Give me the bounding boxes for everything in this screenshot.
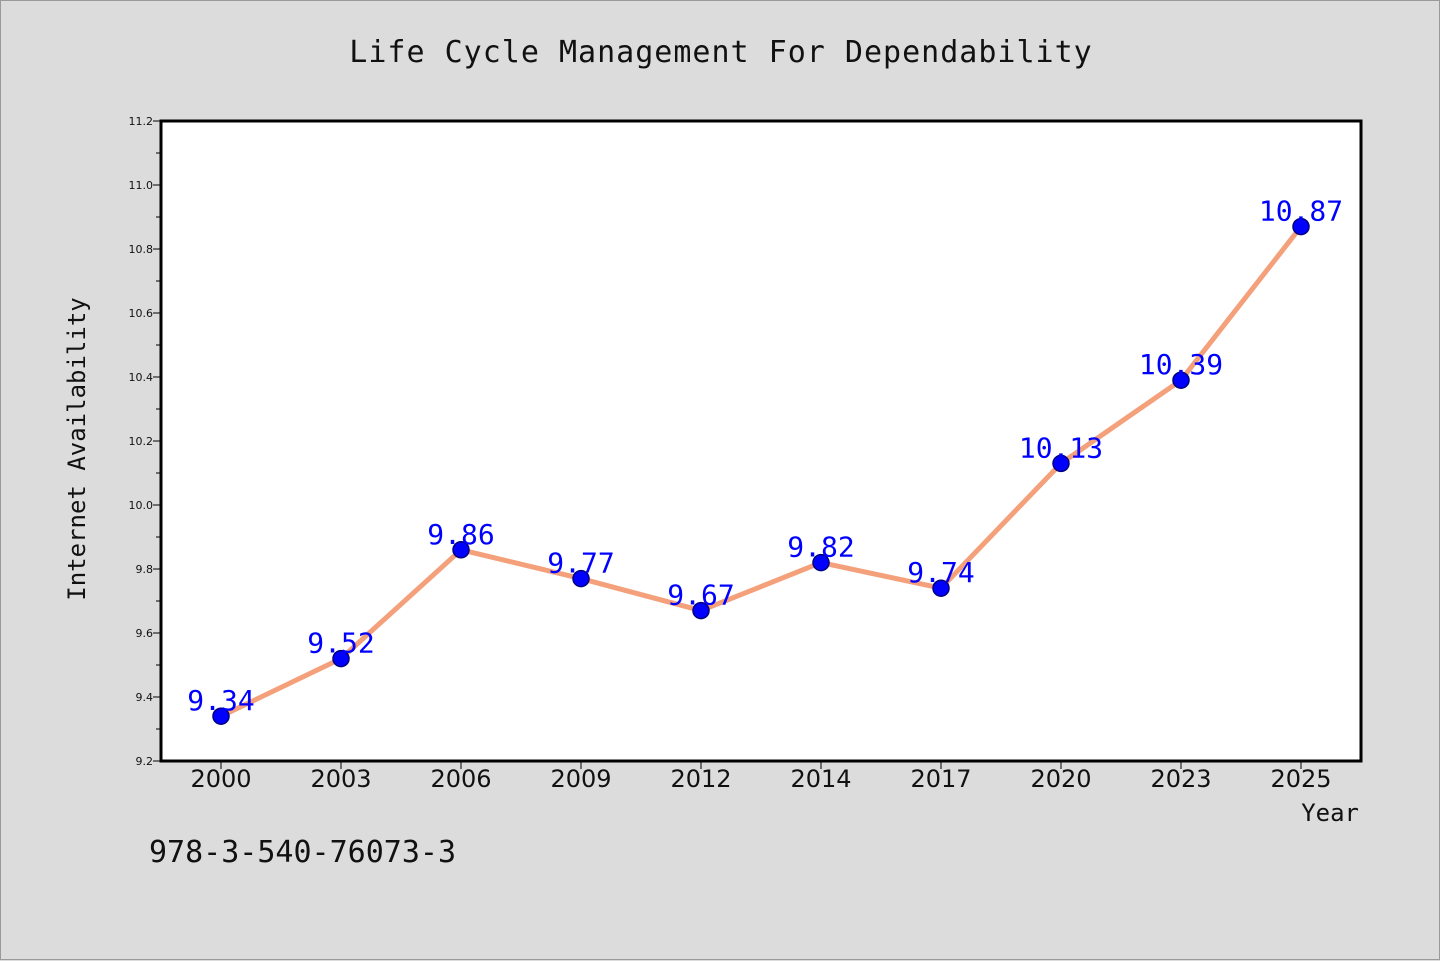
isbn-text: 978-3-540-76073-3 bbox=[149, 835, 457, 870]
y-tick-label: 10.6 bbox=[129, 307, 154, 320]
data-point bbox=[1172, 371, 1190, 389]
data-point bbox=[1292, 217, 1310, 236]
x-tick-label: 2003 bbox=[310, 765, 371, 793]
data-label: 9.34 bbox=[187, 684, 254, 717]
x-tick-label: 2009 bbox=[550, 765, 611, 793]
data-point bbox=[572, 569, 590, 588]
data-label: 9.67 bbox=[667, 579, 734, 612]
y-tick-label: 9.2 bbox=[136, 755, 154, 768]
x-tick-label: 2012 bbox=[670, 765, 731, 793]
chart-title: Life Cycle Management For Dependability bbox=[349, 35, 1093, 70]
x-tick-label: 2014 bbox=[790, 765, 851, 793]
data-point bbox=[212, 707, 230, 725]
y-tick-label: 11.0 bbox=[129, 179, 154, 192]
plot-area bbox=[159, 119, 1363, 763]
x-tick-label: 2000 bbox=[190, 765, 251, 793]
x-axis: 2000 2003 2006 2009 2012 2014 2017 2020 2023 2025 bbox=[190, 761, 1332, 793]
y-axis-label: Internet Availability bbox=[63, 297, 91, 600]
x-tick-label: 2006 bbox=[430, 765, 491, 793]
data-point bbox=[692, 601, 710, 620]
data-point bbox=[452, 541, 470, 559]
x-tick-label: 2017 bbox=[910, 765, 971, 793]
data-label: 9.82 bbox=[787, 531, 854, 564]
x-tick-label: 2025 bbox=[1270, 765, 1331, 793]
data-label: 9.74 bbox=[907, 556, 974, 589]
data-label: 9.86 bbox=[427, 518, 494, 551]
y-tick-label: 11.2 bbox=[129, 115, 154, 128]
data-point bbox=[1052, 454, 1070, 473]
x-tick-label: 2023 bbox=[1150, 765, 1211, 793]
data-label: 10.13 bbox=[1019, 431, 1103, 464]
data-label: 9.77 bbox=[547, 547, 614, 580]
y-tick-label: 9.6 bbox=[136, 627, 154, 640]
data-label: 10.87 bbox=[1259, 195, 1343, 228]
x-tick-label: 2020 bbox=[1030, 765, 1091, 793]
y-tick-label: 10.2 bbox=[129, 435, 154, 448]
y-tick-label: 9.8 bbox=[136, 563, 154, 576]
data-label: 10.39 bbox=[1139, 348, 1223, 381]
y-tick-label: 9.4 bbox=[136, 691, 154, 704]
data-point bbox=[932, 579, 950, 597]
y-tick-label: 10.0 bbox=[129, 499, 154, 512]
data-label: 9.52 bbox=[307, 627, 374, 660]
y-axis: 9.2 9.4 9.6 9.8 10.0 10.2 10.4 10.6 10.8 11.0 11.2 bbox=[129, 115, 161, 768]
y-tick-label: 10.8 bbox=[129, 243, 154, 256]
series-layer: 9.34 9.52 9.86 9.77 9.67 9.82 9.74 10.13 10.39 10… bbox=[187, 195, 1343, 725]
series-line bbox=[218, 224, 1304, 719]
y-tick-label: 10.4 bbox=[129, 371, 154, 384]
data-point bbox=[332, 649, 350, 668]
data-point bbox=[812, 553, 830, 572]
x-axis-label: Year bbox=[1301, 799, 1359, 827]
